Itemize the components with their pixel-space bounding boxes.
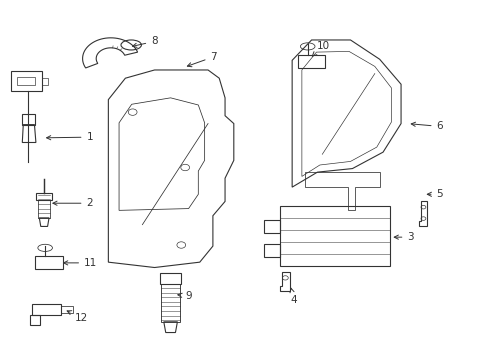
- Text: 6: 6: [410, 121, 442, 131]
- Text: 11: 11: [63, 258, 97, 268]
- Text: 1: 1: [46, 132, 93, 142]
- Text: 3: 3: [393, 232, 413, 242]
- Text: 7: 7: [187, 52, 217, 67]
- Text: 4: 4: [289, 288, 297, 305]
- Text: 5: 5: [427, 189, 442, 199]
- Text: 10: 10: [312, 41, 329, 56]
- Text: 9: 9: [178, 291, 191, 301]
- Text: 2: 2: [53, 198, 93, 208]
- Text: 12: 12: [67, 311, 88, 323]
- Text: 8: 8: [132, 36, 158, 48]
